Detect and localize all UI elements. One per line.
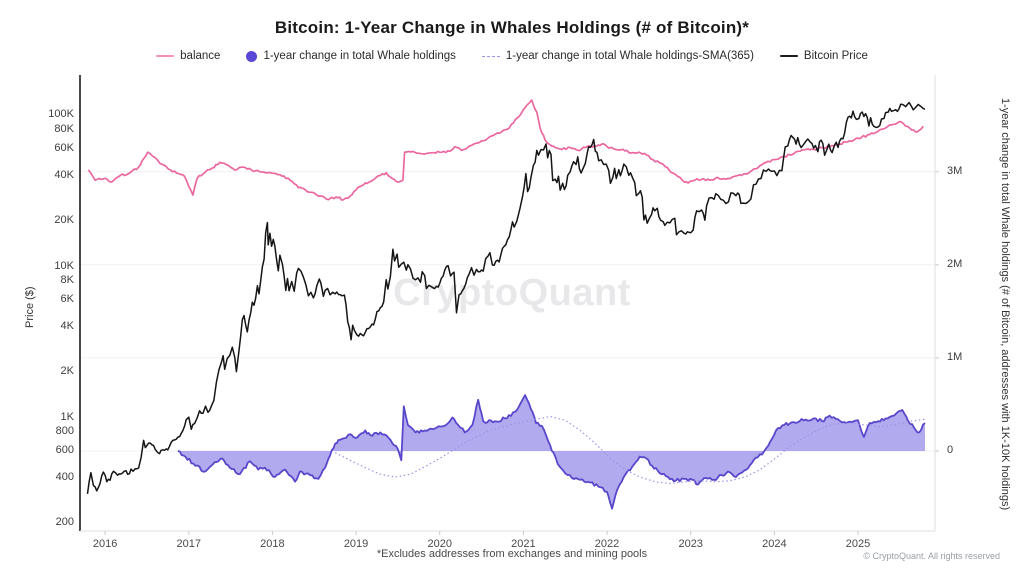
x-tick-label: 2024 <box>762 538 787 550</box>
x-tick-label: 2023 <box>678 538 703 550</box>
legend-label: balance <box>180 50 221 62</box>
y-left-tick-label: 8K <box>60 274 74 287</box>
legend-label: 1-year change in total Whale holdings <box>263 50 456 62</box>
y-left-tick-label: 800 <box>55 425 74 438</box>
x-tick-label: 2019 <box>343 538 369 550</box>
whale-change-line <box>177 394 926 510</box>
x-tick-label: 2022 <box>594 538 620 550</box>
copyright-notice: © CryptoQuant. All rights reserved <box>863 551 1000 561</box>
x-tick-label: 2021 <box>511 538 536 550</box>
x-tick-label: 2018 <box>260 538 285 550</box>
legend-item[interactable]: 1-year change in total Whale holdings <box>246 50 456 62</box>
y-left-tick-label: 60K <box>54 142 74 154</box>
legend-item[interactable]: balance <box>156 50 220 62</box>
legend-line-marker <box>779 55 798 57</box>
right-axis-title: 1-year change in total Whale holdings (#… <box>999 97 1011 511</box>
legend-line-marker <box>156 55 175 57</box>
y-left-tick-label: 200 <box>55 516 74 529</box>
whale-change-area <box>177 395 925 509</box>
legend-label: Bitcoin Price <box>803 50 868 62</box>
y-left-tick-label: 2K <box>60 365 74 378</box>
y-right-tick-label: 3M <box>947 165 963 178</box>
y-left-tick-label: 6K <box>60 293 74 306</box>
y-right-tick-label: 2M <box>947 258 963 271</box>
x-tick-label: 2017 <box>176 538 201 550</box>
y-right-tick-label: 1M <box>947 351 963 364</box>
y-right-tick-label: 0 <box>947 444 954 457</box>
x-tick-label: 2025 <box>845 538 871 550</box>
y-left-tick-label: 40K <box>54 168 74 181</box>
bitcoin-price-line <box>86 101 926 495</box>
y-left-tick-label: 600 <box>55 444 74 457</box>
left-axis-title: Price ($) <box>24 286 36 328</box>
legend-dash-marker <box>481 55 500 57</box>
x-tick-label: 2016 <box>92 538 118 550</box>
y-left-tick-label: 1K <box>60 410 74 423</box>
legend-item[interactable]: Bitcoin Price <box>779 50 868 62</box>
whale-sma-line <box>334 415 926 485</box>
balance-line <box>87 99 924 201</box>
legend: balance 1-year change in total Whale hold… <box>0 50 1024 62</box>
y-left-tick-label: 80K <box>54 123 74 136</box>
y-left-tick-label: 4K <box>60 319 74 332</box>
legend-circle-marker <box>246 50 258 62</box>
chart-footnote: *Excludes addresses from exchanges and m… <box>376 548 648 560</box>
legend-item[interactable]: 1-year change in total Whale holdings-SM… <box>481 50 754 62</box>
legend-label: 1-year change in total Whale holdings-SM… <box>505 50 754 62</box>
y-left-tick-label: 20K <box>54 214 74 227</box>
chart-title: Bitcoin: 1-Year Change in Whales Holding… <box>274 18 750 37</box>
y-left-tick-label: 10K <box>54 259 74 272</box>
y-left-tick-label: 100K <box>48 108 74 121</box>
y-left-tick-label: 400 <box>55 470 74 483</box>
x-tick-label: 2020 <box>427 538 452 550</box>
